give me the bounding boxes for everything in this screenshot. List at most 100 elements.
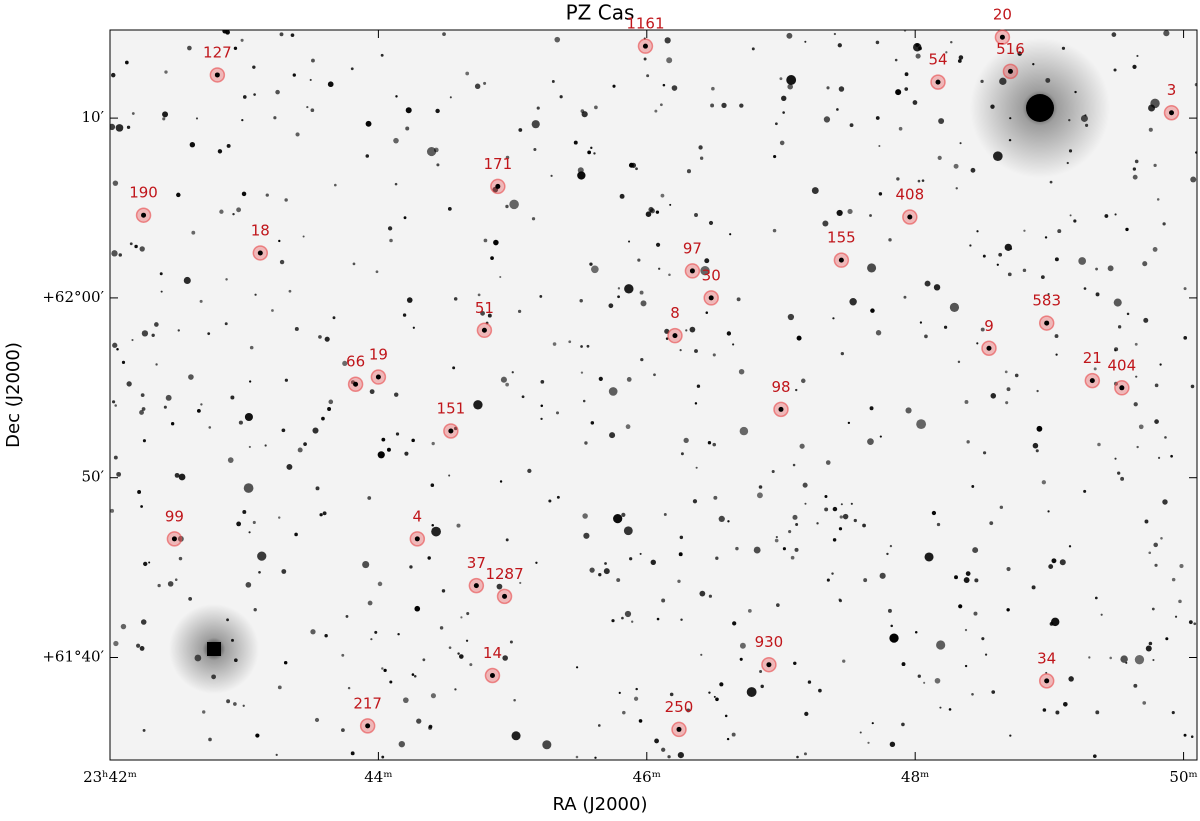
star: [1170, 454, 1173, 458]
star: [310, 108, 315, 113]
star: [142, 439, 146, 443]
star: [236, 521, 242, 527]
star: [548, 499, 552, 503]
star: [1132, 174, 1138, 180]
star: [164, 70, 168, 74]
star: [933, 284, 941, 291]
bright-star: [1026, 94, 1054, 122]
star: [904, 72, 909, 77]
star: [803, 752, 807, 756]
star: [1126, 312, 1130, 316]
star: [982, 254, 986, 258]
star: [1154, 563, 1158, 567]
star: [183, 276, 191, 284]
star: [924, 280, 931, 287]
star: [913, 42, 922, 52]
star: [431, 523, 434, 527]
star: [241, 191, 247, 197]
star: [345, 614, 349, 618]
star: [281, 428, 286, 433]
star: [195, 117, 199, 120]
star: [167, 581, 174, 587]
star: [1152, 658, 1155, 662]
star: [824, 507, 829, 512]
star-core: [365, 723, 371, 729]
star: [1162, 499, 1168, 505]
star: [328, 399, 334, 405]
star: [621, 616, 624, 620]
star: [633, 696, 639, 701]
star: [134, 244, 138, 249]
star-core: [778, 406, 784, 412]
star: [1051, 558, 1057, 564]
star-label: 155: [827, 229, 856, 247]
star-core: [1169, 110, 1175, 116]
star: [758, 485, 763, 489]
star: [786, 32, 793, 39]
star: [638, 719, 643, 723]
star: [393, 137, 399, 144]
star: [917, 179, 921, 183]
star: [711, 86, 715, 91]
star-core: [375, 374, 381, 380]
star: [618, 691, 621, 694]
star: [112, 180, 119, 186]
star: [973, 611, 978, 616]
star: [141, 330, 149, 337]
star: [294, 326, 299, 331]
star: [226, 618, 229, 622]
star: [365, 120, 372, 127]
star: [775, 122, 778, 126]
star: [850, 502, 853, 505]
star: [1159, 363, 1162, 366]
star-label: 9: [984, 317, 994, 335]
star: [219, 209, 224, 214]
star: [870, 308, 875, 313]
star-core: [708, 295, 714, 301]
star: [273, 116, 277, 120]
star: [678, 552, 683, 557]
star: [898, 126, 903, 131]
star-core: [481, 327, 487, 333]
star: [923, 681, 926, 684]
star: [964, 664, 968, 668]
star: [580, 109, 585, 113]
star: [140, 505, 143, 508]
star: [422, 658, 426, 662]
star: [645, 211, 652, 217]
star-label: 1287: [485, 565, 523, 583]
star: [661, 598, 666, 603]
star: [795, 522, 799, 526]
star: [178, 556, 183, 561]
star: [430, 483, 435, 487]
star: [311, 58, 315, 63]
star: [662, 83, 666, 87]
star-core: [676, 726, 682, 732]
star: [370, 638, 373, 641]
star-label: 217: [353, 694, 382, 712]
star: [957, 59, 962, 63]
star: [1132, 64, 1137, 70]
star-core: [214, 72, 220, 78]
star: [802, 482, 808, 488]
star: [196, 408, 201, 413]
star: [580, 345, 583, 348]
star: [442, 32, 446, 37]
star: [832, 317, 835, 320]
star: [793, 661, 797, 666]
star: [314, 717, 320, 723]
star: [626, 377, 632, 382]
star: [465, 639, 469, 642]
star: [454, 688, 457, 691]
star: [643, 57, 647, 61]
star: [334, 183, 337, 187]
star: [139, 646, 145, 651]
star: [1163, 30, 1170, 37]
star: [1032, 442, 1039, 449]
star: [542, 740, 552, 750]
star: [447, 206, 452, 211]
star: [252, 65, 256, 69]
star: [550, 174, 553, 177]
star: [849, 298, 857, 306]
star-label: 583: [1032, 292, 1061, 310]
